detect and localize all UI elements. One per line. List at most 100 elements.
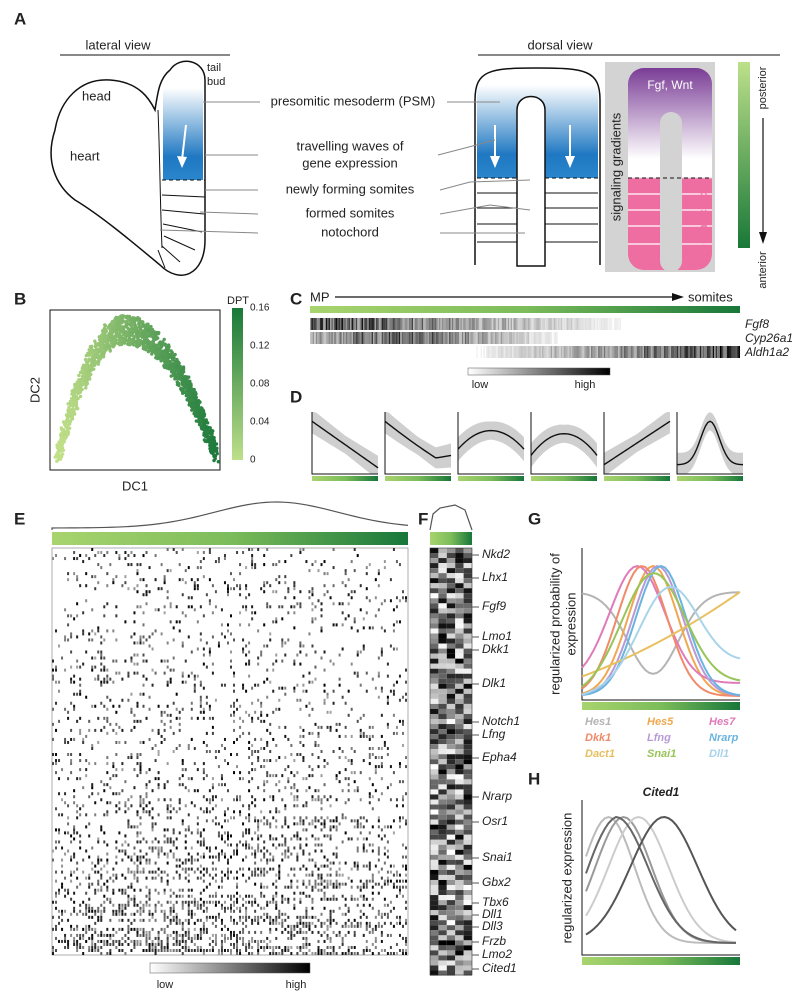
heat-cell [233,710,236,714]
heat-cell [55,668,58,672]
heat-cell [347,930,350,934]
heat-cell [335,774,338,778]
heat-cell [202,852,205,856]
heat-cell [431,332,434,344]
heat-cell [632,346,634,358]
heat-cell [341,695,344,699]
heat-cell [308,924,311,928]
heat-cell [317,882,320,886]
heat-cell [396,318,398,330]
heat-cell [503,318,505,330]
heat-cell [233,704,236,708]
heat-cell [320,774,323,778]
heat-cell [398,620,401,624]
heat-cell [248,894,251,898]
heat-cell [190,936,193,940]
heat-cell [404,885,407,889]
heat-cell [317,725,320,729]
heat-cell [52,849,54,853]
heat-cell [529,332,531,344]
heat-cell [557,318,560,330]
heat-cell [317,930,320,934]
heat-cell [163,930,166,934]
heat-cell [266,743,269,747]
heat-cell [64,888,67,892]
heat-cell [394,318,396,330]
cell-point [58,447,62,451]
heat-cell [166,683,169,687]
heat-cell [461,318,464,330]
heat-cell [245,689,248,693]
heat-cell [112,765,115,769]
heat-cell [145,795,148,799]
heat-cell [148,933,151,937]
heat-cell [211,921,214,925]
heat-cell [160,740,163,744]
heat-cell [263,783,266,787]
heat-cell [315,318,318,330]
heat-cell [332,332,335,344]
heat-cell [254,849,257,853]
heat-cell [169,810,172,814]
heat-cell [606,346,609,358]
heat-cell [79,813,82,817]
heat-cell [707,346,709,358]
heat-cell [163,710,166,714]
heat-cell [151,828,154,832]
heat-cell [353,318,355,330]
heat-cell [199,560,202,564]
heat-cell [338,746,341,750]
heat-cell [100,885,103,889]
heat-cell [73,891,76,895]
heat-cell [371,795,374,799]
heat-cell [142,810,145,814]
heat-cell [363,318,365,330]
heat-cell [335,852,338,856]
heat-cell [208,873,211,877]
heat-cell [67,710,70,714]
heat-cell [142,704,145,708]
heat-cell [223,906,226,910]
heat-cell [73,680,76,684]
heat-cell [383,743,386,747]
heat-cell [299,915,302,919]
heat-cell [142,674,145,678]
heat-cell [332,750,335,754]
heat-cell [127,924,130,928]
heat-cell [483,332,485,344]
heat-cell [499,346,501,358]
heat-cell [490,346,492,358]
cell-point [133,323,137,327]
heat-cell [302,882,305,886]
heat-cell [70,759,73,763]
heat-cell [248,746,251,750]
cell-point [147,328,151,332]
heat-cell [136,840,139,844]
heat-cell [230,909,233,913]
heat-cell [497,346,500,358]
heat-cell [181,900,184,904]
heat-cell [471,332,474,344]
heat-cell [223,855,226,859]
heat-cell [202,903,205,907]
gene-label: Fgf8 [745,317,769,331]
heat-cell [148,912,151,916]
heat-cell [254,909,257,913]
heat-cell [251,939,254,943]
heat-cell [148,635,151,639]
heat-cell [202,867,205,871]
heat-cell [578,346,580,358]
heat-cell [269,918,272,922]
heat-cell [454,318,457,330]
heat-cell [482,332,484,344]
heat-cell [320,828,323,832]
heat-cell [251,921,254,925]
heat-cell [73,936,76,940]
heat-cell [245,909,248,913]
heat-cell [323,891,326,895]
heat-cell [163,722,166,726]
heat-cell [386,725,389,729]
heat-cell [314,924,317,928]
heat-cell [133,653,136,657]
heat-cell [148,870,151,874]
